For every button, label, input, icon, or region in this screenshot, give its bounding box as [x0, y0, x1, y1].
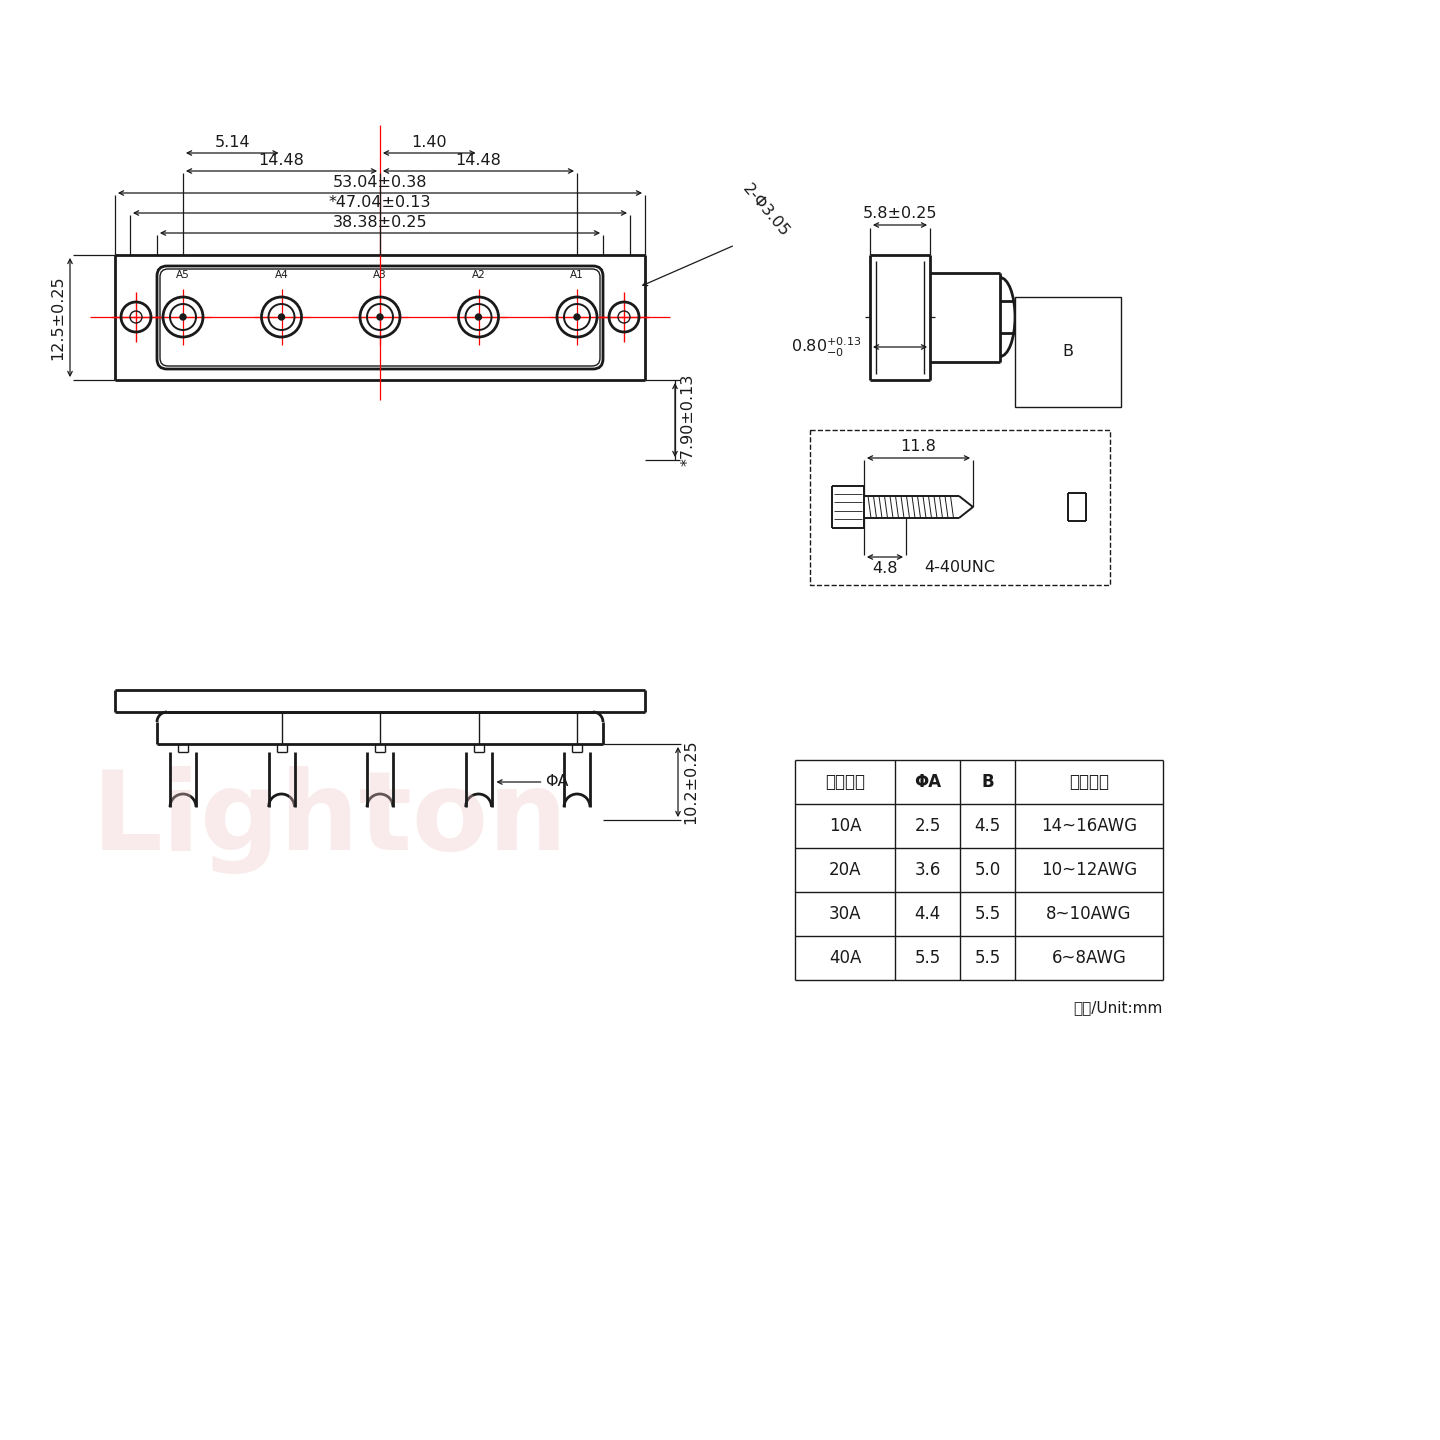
- Text: 14~16AWG: 14~16AWG: [1041, 816, 1138, 835]
- Text: 5.14: 5.14: [215, 135, 251, 150]
- Text: 53.04±0.38: 53.04±0.38: [333, 176, 428, 190]
- Text: 5.8±0.25: 5.8±0.25: [863, 206, 937, 220]
- Text: 40A: 40A: [829, 949, 861, 968]
- Text: 2.5: 2.5: [914, 816, 940, 835]
- Text: *7.90±0.13: *7.90±0.13: [681, 374, 696, 467]
- Circle shape: [475, 314, 481, 320]
- Circle shape: [575, 314, 580, 320]
- Text: 14.48: 14.48: [259, 153, 304, 168]
- Text: 10~12AWG: 10~12AWG: [1041, 861, 1138, 878]
- Text: 線材規格: 線材規格: [1068, 773, 1109, 791]
- FancyBboxPatch shape: [157, 266, 603, 369]
- FancyBboxPatch shape: [809, 431, 1110, 585]
- Text: 38.38±0.25: 38.38±0.25: [333, 215, 428, 230]
- Text: 4.8: 4.8: [873, 562, 897, 576]
- Text: 11.8: 11.8: [900, 439, 936, 454]
- Text: B: B: [981, 773, 994, 791]
- Text: A4: A4: [275, 271, 288, 279]
- Circle shape: [377, 314, 383, 320]
- Text: $0.80^{+0.13}_{-0}$: $0.80^{+0.13}_{-0}$: [791, 336, 863, 359]
- Text: *47.04±0.13: *47.04±0.13: [328, 194, 431, 210]
- Text: 3.6: 3.6: [914, 861, 940, 878]
- Text: A3: A3: [373, 271, 387, 279]
- Text: 5.5: 5.5: [975, 949, 1001, 968]
- Text: 20A: 20A: [829, 861, 861, 878]
- Text: 5.5: 5.5: [975, 904, 1001, 923]
- Text: 2-Φ3.05: 2-Φ3.05: [740, 181, 792, 240]
- Text: A1: A1: [570, 271, 583, 279]
- Text: 30A: 30A: [829, 904, 861, 923]
- Text: 5.0: 5.0: [975, 861, 1001, 878]
- FancyBboxPatch shape: [160, 269, 600, 366]
- Circle shape: [180, 314, 186, 320]
- Text: 1.40: 1.40: [412, 135, 446, 150]
- Text: A5: A5: [176, 271, 190, 279]
- Text: 5.5: 5.5: [914, 949, 940, 968]
- Text: ΦA: ΦA: [546, 775, 569, 789]
- Text: 6~8AWG: 6~8AWG: [1051, 949, 1126, 968]
- Text: 4.5: 4.5: [975, 816, 1001, 835]
- Text: 单位/Unit:mm: 单位/Unit:mm: [1074, 999, 1164, 1015]
- Text: 10.2±0.25: 10.2±0.25: [683, 740, 698, 824]
- Text: B: B: [1063, 344, 1073, 360]
- Text: 14.48: 14.48: [455, 153, 501, 168]
- Text: 4-40UNC: 4-40UNC: [924, 560, 995, 575]
- Text: ΦA: ΦA: [914, 773, 942, 791]
- Text: A2: A2: [472, 271, 485, 279]
- Text: 8~10AWG: 8~10AWG: [1047, 904, 1132, 923]
- Text: 4.4: 4.4: [914, 904, 940, 923]
- Text: 10A: 10A: [829, 816, 861, 835]
- Text: 12.5±0.25: 12.5±0.25: [50, 275, 65, 360]
- Text: Lighton: Lighton: [92, 766, 569, 874]
- Text: 額定電流: 額定電流: [825, 773, 865, 791]
- Circle shape: [278, 314, 285, 320]
